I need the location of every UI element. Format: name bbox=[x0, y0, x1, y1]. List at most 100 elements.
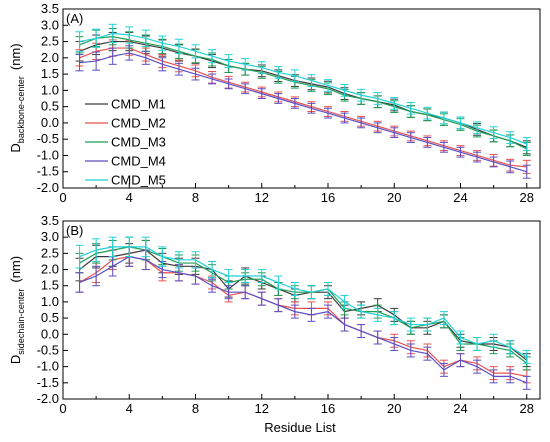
y-tick-label: 2.0 bbox=[41, 50, 59, 65]
error-bar bbox=[208, 278, 217, 293]
error-bar bbox=[423, 317, 432, 332]
y-tick-label: 0.5 bbox=[41, 99, 59, 114]
y-tick-label: 1.5 bbox=[41, 278, 59, 293]
error-bar bbox=[489, 126, 498, 140]
legend-label: CMD_M5 bbox=[111, 173, 166, 188]
error-bar bbox=[191, 67, 200, 81]
error-bar bbox=[307, 74, 316, 87]
series-line bbox=[79, 52, 527, 173]
error-bar bbox=[357, 304, 366, 319]
plot-frame-b bbox=[62, 220, 541, 400]
error-bar bbox=[506, 160, 515, 174]
y-tick-label: 0.0 bbox=[41, 326, 59, 341]
series-line bbox=[79, 40, 527, 148]
error-bar bbox=[92, 238, 101, 262]
error-bar bbox=[473, 359, 482, 374]
x-tick-label: 4 bbox=[126, 401, 133, 416]
error-bar bbox=[75, 272, 84, 293]
error-bar bbox=[108, 23, 117, 44]
error-bar bbox=[406, 343, 415, 358]
error-bar bbox=[390, 337, 399, 351]
x-tick-label: 16 bbox=[321, 190, 335, 205]
series-line bbox=[79, 255, 527, 384]
series-a bbox=[75, 23, 531, 179]
y-tick-label: 0.5 bbox=[41, 310, 59, 325]
error-bar bbox=[174, 251, 183, 269]
x-tick-label: 16 bbox=[321, 401, 335, 416]
y-tick-label: -0.5 bbox=[37, 131, 59, 146]
legend-item: CMD_M1 bbox=[85, 97, 166, 112]
error-bar bbox=[357, 324, 366, 339]
error-bar bbox=[489, 333, 498, 348]
series-line bbox=[79, 32, 527, 145]
error-bar bbox=[125, 45, 134, 61]
y-tick-label: 2.0 bbox=[41, 262, 59, 277]
x-tick-label: 0 bbox=[59, 190, 66, 205]
y-tick-label: 3.5 bbox=[41, 1, 59, 16]
x-tick-label: 24 bbox=[453, 190, 467, 205]
series-line bbox=[79, 246, 528, 358]
x-tick-label: 8 bbox=[192, 401, 199, 416]
error-bar bbox=[241, 83, 250, 95]
error-bar bbox=[174, 38, 183, 55]
x-axis-title: Residue List bbox=[264, 420, 336, 435]
error-bar bbox=[456, 116, 465, 130]
x-tick-label: 8 bbox=[192, 190, 199, 205]
error-bar bbox=[75, 31, 84, 52]
error-bar bbox=[290, 304, 299, 319]
error-bar bbox=[224, 285, 233, 300]
error-bar bbox=[357, 117, 366, 129]
error-bar bbox=[406, 317, 415, 332]
error-bar bbox=[290, 69, 299, 83]
error-bar bbox=[141, 236, 150, 258]
y-tick-label: 1.0 bbox=[41, 82, 59, 97]
error-bar bbox=[307, 285, 316, 300]
error-bar bbox=[274, 275, 283, 290]
error-bar bbox=[473, 337, 482, 351]
error-bar bbox=[473, 151, 482, 163]
x-tick-label: 4 bbox=[126, 190, 133, 205]
error-bar bbox=[108, 236, 117, 258]
series-cmd-m5 bbox=[75, 236, 531, 364]
error-bar bbox=[522, 164, 531, 179]
error-bar bbox=[423, 137, 432, 148]
y-tick-label: -1.5 bbox=[37, 375, 59, 390]
error-bar bbox=[274, 93, 283, 104]
error-bar bbox=[191, 251, 200, 269]
plot-frame-a bbox=[62, 8, 541, 189]
error-bar bbox=[307, 307, 316, 322]
y-tick-label: 2.5 bbox=[41, 245, 59, 260]
series-line bbox=[79, 249, 528, 361]
legend-item: CMD_M5 bbox=[85, 173, 166, 188]
error-bar bbox=[324, 304, 332, 319]
error-bar bbox=[340, 317, 349, 332]
y-tick-label: -2.0 bbox=[37, 391, 59, 406]
error-bar bbox=[406, 132, 415, 143]
error-bar bbox=[373, 92, 382, 105]
error-bar bbox=[208, 49, 217, 64]
series-cmd-m2 bbox=[75, 246, 531, 384]
error-bar bbox=[439, 362, 448, 377]
error-bar bbox=[406, 101, 415, 115]
error-bar bbox=[125, 26, 134, 44]
error-bar bbox=[241, 57, 250, 71]
error-bar bbox=[191, 44, 200, 59]
error-bar bbox=[373, 330, 382, 345]
legend-label: CMD_M1 bbox=[111, 97, 166, 112]
y-tick-label: 3.0 bbox=[41, 229, 59, 244]
error-bar bbox=[340, 84, 349, 97]
error-bar bbox=[158, 35, 167, 51]
error-bar bbox=[456, 330, 465, 345]
error-bar bbox=[522, 375, 531, 390]
series-b bbox=[75, 236, 531, 390]
error-bar bbox=[489, 156, 498, 168]
y-axis-title-a: Dbackbone-center(nm) bbox=[8, 43, 26, 152]
panel-a: 0 4 8 12 16 20 24 28 -2.0-1.5 -1.0-0.50.00.5 1.01.… bbox=[8, 1, 541, 205]
error-bar bbox=[290, 98, 299, 109]
legend-label: CMD_M3 bbox=[111, 135, 166, 150]
x-tick-label: 28 bbox=[520, 190, 534, 205]
error-bar bbox=[92, 28, 101, 48]
series-cmd-m4 bbox=[75, 45, 531, 179]
error-bar bbox=[208, 73, 217, 85]
